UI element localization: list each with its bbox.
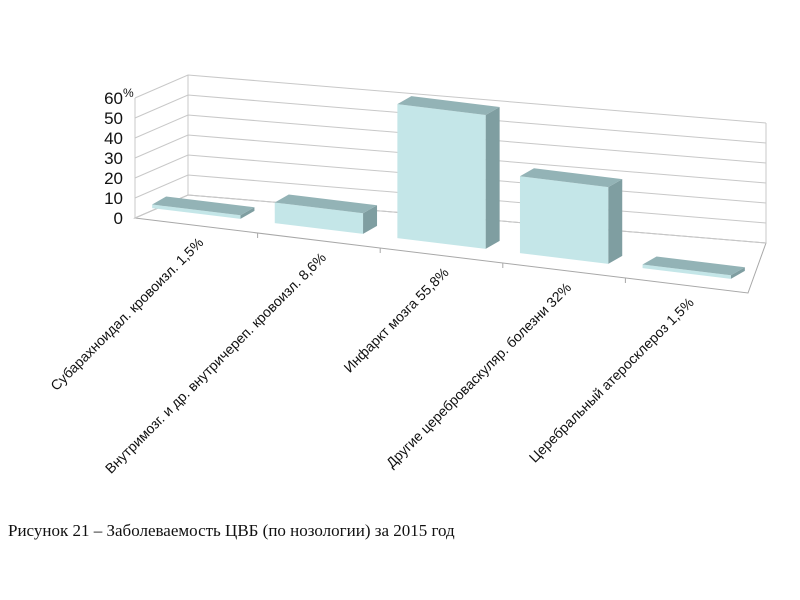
bar-side	[730, 267, 745, 279]
y-tick-label: 0	[114, 209, 123, 228]
y-tick-label: 50	[104, 109, 123, 128]
bar-side	[608, 179, 623, 264]
y-tick-label: 40	[104, 129, 123, 148]
grid-layer	[133, 74, 767, 294]
bar-top	[519, 168, 623, 188]
bar-side	[485, 106, 500, 249]
bar-front	[152, 204, 241, 219]
bar	[152, 196, 255, 219]
y-tick-label: 30	[104, 149, 123, 168]
bar-side	[240, 207, 255, 219]
x-category-label: Внутримозг. и др. внутричереп. кровоизл.…	[102, 249, 329, 476]
bar	[642, 256, 745, 279]
bars-layer	[152, 96, 745, 279]
bar-top	[642, 256, 745, 276]
bar-top	[274, 194, 378, 214]
x-category-label: Инфаркт мозга 55,8%	[340, 264, 451, 375]
bar	[397, 96, 500, 249]
y-unit-label: %	[123, 86, 134, 100]
bar-front	[519, 176, 609, 264]
y-tick-label: 20	[104, 169, 123, 188]
x-category-label: Субарахноидал. кровоизл. 1,5%	[47, 234, 206, 393]
figure-caption: Рисунок 21 – Заболеваемость ЦВБ (по нозо…	[8, 521, 455, 540]
bar-top	[152, 196, 255, 216]
bar-front	[642, 264, 731, 279]
bar	[274, 194, 378, 234]
bar-side	[363, 205, 378, 234]
bar-front	[397, 104, 486, 249]
y-tick-label: 10	[104, 189, 123, 208]
x-category-label: Церебральный атеросклероз 1,5%	[526, 294, 697, 465]
bar-front	[274, 202, 364, 234]
bar-top	[397, 96, 500, 115]
y-tick-label: 60	[104, 89, 123, 108]
bar	[519, 168, 623, 264]
